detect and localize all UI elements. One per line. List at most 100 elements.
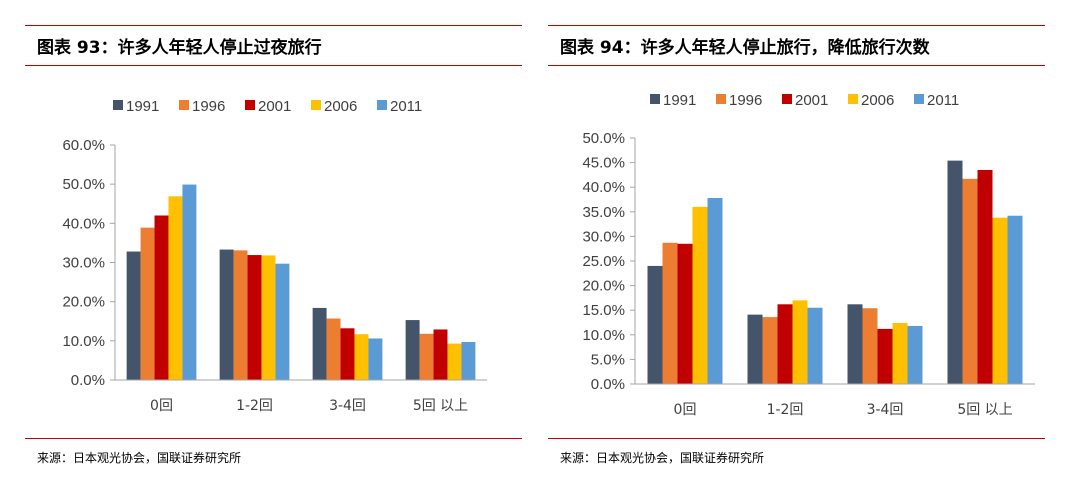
y-tick-label: 40.0% bbox=[582, 179, 625, 196]
bar-1996-3 bbox=[419, 333, 434, 380]
bar-1996-3 bbox=[962, 178, 978, 384]
bar-1996-0 bbox=[140, 227, 155, 380]
legend-label-2011: 2011 bbox=[390, 98, 422, 115]
y-tick-label: 20.0% bbox=[582, 278, 625, 295]
legend-label-2001: 2001 bbox=[795, 92, 828, 109]
legend-label-2011: 2011 bbox=[927, 92, 959, 109]
x-category-label: 0回 bbox=[674, 402, 697, 418]
bar-2011-0 bbox=[182, 184, 197, 380]
bar-2006-0 bbox=[692, 206, 708, 384]
bar-2011-3 bbox=[461, 342, 476, 380]
bar-2006-2 bbox=[892, 322, 908, 384]
bar-2001-1 bbox=[777, 304, 793, 384]
legend-swatch-2001 bbox=[245, 100, 255, 110]
legend-label-1991: 1991 bbox=[663, 92, 696, 109]
y-tick-label: 20.0% bbox=[62, 294, 105, 311]
chart-legend: 1991 1996 2001 2006 2011 bbox=[113, 98, 422, 115]
title-rule bbox=[25, 65, 522, 66]
x-category-label: 3-4回 bbox=[867, 402, 904, 418]
x-category-label: 3-4回 bbox=[329, 398, 366, 414]
legend-swatch-2011 bbox=[914, 94, 924, 104]
bar-2011-3 bbox=[1007, 215, 1023, 384]
figure-93: 图表 93：许多人年轻人停止过夜旅行 1991 1996 2001 2006 2011 0… bbox=[25, 0, 522, 487]
bar-2006-2 bbox=[354, 334, 369, 380]
x-category-label: 1-2回 bbox=[236, 398, 273, 414]
y-tick-label: 5.0% bbox=[591, 351, 625, 368]
bar-1996-2 bbox=[862, 308, 878, 384]
legend-label-1996: 1996 bbox=[729, 92, 762, 109]
bar-2001-1 bbox=[247, 255, 262, 380]
bar-chart-94: 1991 1996 2001 2006 2011 0.0% 5.0% 10.0% 15.0% 20… bbox=[582, 92, 1035, 418]
legend-label-2006: 2006 bbox=[861, 92, 894, 109]
bar-1991-3 bbox=[405, 320, 420, 380]
legend-swatch-1996 bbox=[716, 94, 726, 104]
bar-1996-0 bbox=[662, 242, 678, 384]
x-category-label: 5回 以上 bbox=[413, 398, 468, 414]
bar-2011-2 bbox=[907, 325, 923, 384]
y-tick-label: 10.0% bbox=[582, 327, 625, 344]
y-tick-label: 35.0% bbox=[582, 204, 625, 221]
bar-2001-0 bbox=[154, 215, 169, 380]
y-tick-label: 25.0% bbox=[582, 253, 625, 270]
bar-2006-3 bbox=[447, 343, 462, 380]
bar-2001-2 bbox=[340, 328, 355, 380]
bar-2001-0 bbox=[677, 243, 693, 384]
y-tick-label: 15.0% bbox=[582, 302, 625, 319]
bar-2011-1 bbox=[807, 307, 823, 384]
chart-legend: 1991 1996 2001 2006 2011 bbox=[650, 92, 959, 109]
figure-title: 图表 94：许多人年轻人停止旅行，降低旅行次数 bbox=[560, 38, 930, 58]
bar-chart-93: 1991 1996 2001 2006 2011 0.0% 10.0% 20.0% 30.0% 4… bbox=[62, 98, 487, 414]
bar-1996-2 bbox=[326, 318, 341, 380]
top-rule bbox=[548, 25, 1045, 26]
bottom-rule bbox=[548, 438, 1045, 439]
bar-1991-2 bbox=[312, 307, 327, 380]
bar-2006-3 bbox=[992, 217, 1008, 384]
legend-label-1996: 1996 bbox=[192, 98, 225, 115]
bar-1996-1 bbox=[233, 250, 248, 380]
bar-2011-0 bbox=[707, 198, 723, 384]
bar-2001-3 bbox=[977, 169, 993, 384]
bar-2001-2 bbox=[877, 328, 893, 384]
x-category-label: 0回 bbox=[150, 398, 173, 414]
y-tick-label: 50.0% bbox=[582, 130, 625, 147]
bar-2001-3 bbox=[433, 329, 448, 380]
y-tick-label: 45.0% bbox=[582, 155, 625, 172]
y-tick-label: 0.0% bbox=[591, 376, 625, 393]
title-rule bbox=[548, 65, 1045, 66]
x-category-label: 1-2回 bbox=[767, 402, 804, 418]
bar-2006-1 bbox=[261, 255, 276, 380]
x-category-label: 5回 以上 bbox=[957, 402, 1012, 418]
bar-1996-1 bbox=[762, 317, 778, 384]
y-tick-label: 60.0% bbox=[62, 137, 105, 154]
bar-2011-1 bbox=[275, 263, 290, 380]
legend-label-2006: 2006 bbox=[324, 98, 357, 115]
bar-1991-1 bbox=[219, 249, 234, 380]
bar-2006-0 bbox=[168, 196, 183, 380]
bar-1991-2 bbox=[847, 304, 863, 384]
legend-label-1991: 1991 bbox=[126, 98, 159, 115]
bar-1991-1 bbox=[747, 314, 763, 384]
legend-swatch-2006 bbox=[848, 94, 858, 104]
legend-swatch-1991 bbox=[113, 100, 123, 110]
legend-label-2001: 2001 bbox=[258, 98, 291, 115]
y-tick-label: 30.0% bbox=[582, 228, 625, 245]
legend-swatch-2011 bbox=[377, 100, 387, 110]
figure-title: 图表 93：许多人年轻人停止过夜旅行 bbox=[37, 38, 322, 58]
bottom-rule bbox=[25, 438, 522, 439]
bar-1991-0 bbox=[647, 265, 663, 384]
y-tick-label: 50.0% bbox=[62, 176, 105, 193]
legend-swatch-1996 bbox=[179, 100, 189, 110]
y-tick-label: 10.0% bbox=[62, 333, 105, 350]
bar-1991-0 bbox=[126, 251, 141, 380]
y-tick-label: 40.0% bbox=[62, 215, 105, 232]
legend-swatch-1991 bbox=[650, 94, 660, 104]
bar-1991-3 bbox=[947, 160, 963, 384]
legend-swatch-2001 bbox=[782, 94, 792, 104]
y-tick-label: 30.0% bbox=[62, 255, 105, 272]
legend-swatch-2006 bbox=[311, 100, 321, 110]
bar-2011-2 bbox=[368, 338, 383, 380]
figure-source: 来源：日本观光协会，国联证券研究所 bbox=[37, 451, 242, 465]
bar-2006-1 bbox=[792, 300, 808, 384]
y-tick-label: 0.0% bbox=[71, 372, 105, 389]
top-rule bbox=[25, 25, 522, 26]
